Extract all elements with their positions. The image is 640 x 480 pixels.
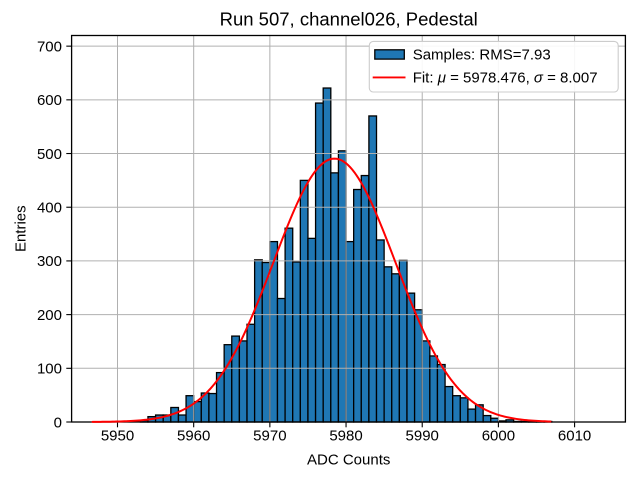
svg-text:500: 500: [37, 146, 62, 163]
svg-text:6010: 6010: [558, 428, 591, 445]
svg-text:5950: 5950: [101, 428, 134, 445]
svg-text:600: 600: [37, 92, 62, 109]
svg-text:300: 300: [37, 253, 62, 270]
svg-text:200: 200: [37, 307, 62, 324]
svg-text:Run 507, channel026, Pedestal: Run 507, channel026, Pedestal: [220, 8, 478, 29]
svg-text:5990: 5990: [406, 428, 439, 445]
svg-text:ADC Counts: ADC Counts: [307, 452, 390, 469]
svg-text:400: 400: [37, 200, 62, 217]
svg-text:6000: 6000: [482, 428, 515, 445]
svg-text:5960: 5960: [177, 428, 210, 445]
svg-text:700: 700: [37, 38, 62, 55]
svg-text:Entries: Entries: [13, 205, 30, 252]
svg-text:0: 0: [54, 414, 62, 431]
svg-text:100: 100: [37, 361, 62, 378]
svg-text:5970: 5970: [253, 428, 286, 445]
svg-text:5980: 5980: [329, 428, 362, 445]
svg-text:Samples: RMS=7.93: Samples: RMS=7.93: [413, 47, 551, 64]
svg-text:Fit: μ = 5978.476, σ = 8.007: Fit: μ = 5978.476, σ = 8.007: [413, 69, 598, 86]
